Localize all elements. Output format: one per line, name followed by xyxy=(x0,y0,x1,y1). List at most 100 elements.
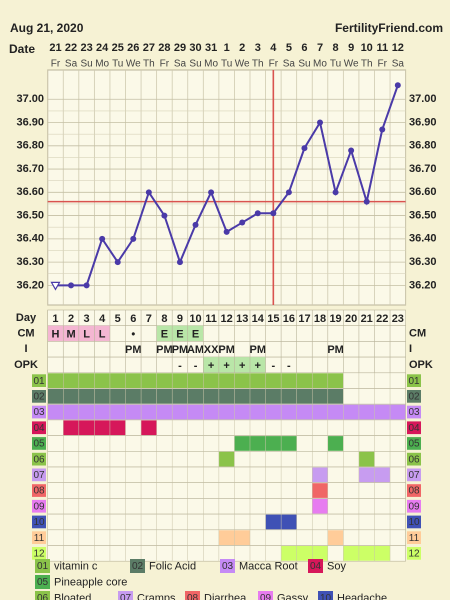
i-value: PM xyxy=(156,344,173,356)
custom-cell xyxy=(78,420,95,436)
custom-cell xyxy=(203,389,219,404)
row-code: 09 xyxy=(33,501,45,512)
day-value: 11 xyxy=(205,313,217,325)
custom-cell xyxy=(281,514,297,530)
custom-cell xyxy=(63,373,79,388)
weekday-label: Mo xyxy=(313,59,327,70)
cm-cell xyxy=(63,325,79,342)
legend-swatch xyxy=(35,559,50,573)
code-box xyxy=(407,531,421,544)
custom-row xyxy=(47,513,406,531)
custom-row xyxy=(47,435,406,452)
date-label: 23 xyxy=(80,42,92,54)
date-label: 24 xyxy=(96,42,109,54)
row-code: 07 xyxy=(33,470,45,481)
custom-cell xyxy=(78,404,95,420)
row-label: OPK xyxy=(409,359,433,371)
date-label: 21 xyxy=(49,42,61,54)
y-tick-label: 37.00 xyxy=(409,93,437,105)
custom-cell xyxy=(47,404,64,420)
custom-cell xyxy=(63,420,79,436)
code-box xyxy=(32,468,46,482)
custom-cell xyxy=(312,389,328,404)
opk-cell xyxy=(203,357,219,373)
row-label: OPK xyxy=(14,359,38,371)
row-code: 12 xyxy=(33,548,45,559)
date-label: 7 xyxy=(317,42,323,54)
weekday-label: Mo xyxy=(95,59,109,70)
y-tick-label: 36.60 xyxy=(409,186,437,198)
custom-cell xyxy=(187,373,204,388)
row-code: 11 xyxy=(409,533,420,544)
custom-cell xyxy=(374,546,391,561)
y-tick-label: 36.70 xyxy=(16,163,44,175)
legend-code: 02 xyxy=(132,561,144,572)
weekday-label: Sa xyxy=(283,59,296,70)
row-code: 10 xyxy=(408,517,420,528)
custom-cell xyxy=(172,373,188,388)
row-code: 02 xyxy=(33,391,45,402)
cm-cell xyxy=(47,325,64,342)
custom-cell xyxy=(312,404,328,420)
cm-value: H xyxy=(52,328,60,340)
opk-cell xyxy=(249,357,266,373)
day-value: 5 xyxy=(115,313,121,325)
code-box xyxy=(32,515,46,529)
legend-code: 08 xyxy=(187,593,199,600)
site-name: FertilityFriend.com xyxy=(335,21,443,35)
weekday-label: Tu xyxy=(112,59,123,70)
custom-cell xyxy=(343,404,359,420)
cm-cell xyxy=(187,325,204,342)
custom-cell xyxy=(203,373,219,388)
row-label: I xyxy=(24,343,27,355)
date-label: 27 xyxy=(143,42,155,54)
custom-cell xyxy=(312,467,328,483)
weekday-label: Th xyxy=(143,59,155,70)
day-value: 14 xyxy=(252,313,265,325)
cm-value: E xyxy=(161,328,168,340)
i-value: AM xyxy=(187,344,204,356)
opk-value: + xyxy=(239,360,245,372)
custom-cell xyxy=(156,389,173,404)
row-label: Day xyxy=(16,312,37,324)
weekday-label: Sa xyxy=(392,59,405,70)
custom-cell xyxy=(281,546,297,561)
code-box xyxy=(32,531,46,544)
cm-value: E xyxy=(192,328,199,340)
custom-cell xyxy=(296,389,313,404)
day-value: 21 xyxy=(361,313,373,325)
data-point xyxy=(161,212,168,219)
date-label: 12 xyxy=(392,42,404,54)
custom-row xyxy=(47,466,406,483)
custom-cell xyxy=(234,373,250,388)
chart-date: Aug 21, 2020 xyxy=(10,21,84,35)
custom-cell xyxy=(63,389,79,404)
weekday-label: Mo xyxy=(204,59,218,70)
code-box xyxy=(32,437,46,450)
day-value: 18 xyxy=(314,313,326,325)
i-value: XX xyxy=(204,344,219,356)
custom-cell xyxy=(249,389,266,404)
y-tick-label: 36.90 xyxy=(16,116,44,128)
data-point xyxy=(379,126,386,133)
code-box xyxy=(32,547,46,560)
date-label: 29 xyxy=(174,42,186,54)
day-value: 10 xyxy=(189,313,201,325)
data-point xyxy=(99,235,106,242)
cm-value: L xyxy=(99,328,106,340)
day-value: 8 xyxy=(161,313,167,325)
row-label: I xyxy=(409,343,412,355)
code-box xyxy=(407,421,421,435)
legend-code: 01 xyxy=(37,561,49,572)
data-point xyxy=(348,147,355,154)
custom-cell xyxy=(327,404,344,420)
i-value: PM xyxy=(218,344,235,356)
day-value: 19 xyxy=(329,313,341,325)
custom-cell xyxy=(312,546,328,561)
legend-label: Pineapple core xyxy=(54,576,127,588)
y-tick-label: 36.50 xyxy=(409,209,437,221)
custom-cell xyxy=(374,404,391,420)
code-box xyxy=(407,515,421,529)
y-tick-label: 36.20 xyxy=(409,279,437,291)
day-value: 20 xyxy=(345,313,357,325)
